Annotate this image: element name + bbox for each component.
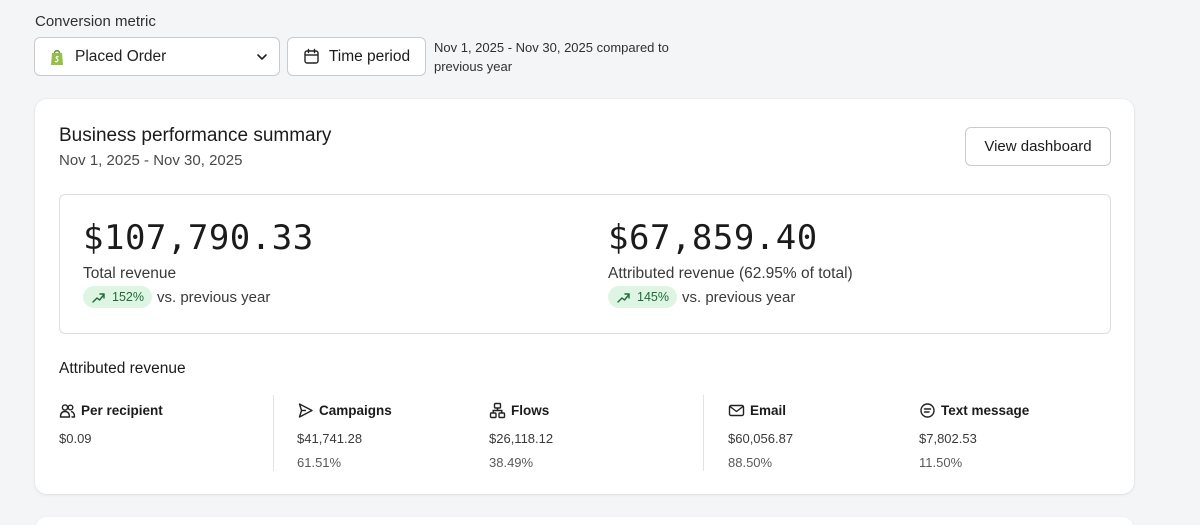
attributed-revenue-section-title: Attributed revenue — [59, 360, 186, 377]
stat-divider — [703, 395, 704, 471]
stat-flows-value: $26,118.12 — [489, 431, 554, 446]
total-revenue-change: 152% — [112, 290, 144, 304]
time-period-button[interactable]: Time period — [287, 37, 426, 76]
stat-text-message-label: Text message — [941, 403, 1030, 418]
stat-flows-percent: 38.49% — [489, 455, 534, 470]
stat-campaigns: Campaigns $41,741.28 61.51% — [297, 402, 392, 470]
stat-campaigns-percent: 61.51% — [297, 455, 342, 470]
stat-per-recipient-value: $0.09 — [59, 431, 92, 446]
total-revenue-label: Total revenue — [83, 265, 177, 282]
trend-up-icon — [617, 292, 630, 303]
attributed-revenue-metric: $67,859.40 Attributed revenue (62.95% of… — [608, 218, 853, 308]
stat-flows-label: Flows — [511, 403, 550, 418]
next-card — [35, 517, 1134, 525]
stat-text-message-percent: 11.50% — [919, 455, 963, 470]
conversion-metric-value: Placed Order — [75, 47, 167, 65]
stat-campaigns-label: Campaigns — [319, 403, 392, 418]
total-revenue-amount: $107,790.33 — [83, 218, 314, 258]
total-revenue-change-suffix: vs. previous year — [156, 288, 271, 306]
attributed-revenue-label: Attributed revenue (62.95% of total) — [608, 265, 853, 282]
stat-text-message-value: $7,802.53 — [919, 431, 977, 446]
total-revenue-metric: $107,790.33 Total revenue 152% vs. previ… — [83, 218, 314, 308]
trend-up-icon — [92, 292, 105, 303]
stat-flows: Flows $26,118.12 38.49% — [489, 402, 553, 470]
mail-icon — [728, 404, 745, 417]
stat-text-message: Text message $7,802.53 11.50% — [919, 402, 1029, 470]
stat-per-recipient-label: Per recipient — [81, 403, 163, 418]
stat-email-label: Email — [750, 403, 787, 418]
stat-email: Email $60,056.87 88.50% — [728, 402, 793, 470]
attributed-revenue-change: 145% — [637, 290, 669, 304]
attributed-revenue-amount: $67,859.40 — [608, 218, 818, 258]
conversion-metric-label: Conversion metric — [35, 13, 156, 30]
attributed-revenue-change-suffix: vs. previous year — [681, 288, 796, 306]
shopify-icon — [51, 49, 63, 65]
conversion-metric-select[interactable]: Placed Order — [34, 37, 280, 76]
chevron-down-icon — [257, 53, 267, 60]
view-dashboard-button[interactable]: View dashboard — [965, 127, 1111, 166]
card-date-range: Nov 1, 2025 - Nov 30, 2025 — [59, 152, 243, 169]
people-icon — [59, 404, 76, 418]
attributed-revenue-change-badge: 145% — [608, 286, 677, 308]
message-icon — [920, 403, 935, 418]
stat-campaigns-value: $41,741.28 — [297, 431, 363, 446]
send-icon — [298, 403, 313, 418]
card-title: Business performance summary — [59, 125, 332, 146]
stat-divider — [273, 395, 274, 471]
flow-icon — [489, 402, 506, 419]
stat-email-value: $60,056.87 — [728, 431, 794, 446]
business-performance-card: Business performance summary Nov 1, 2025… — [35, 99, 1134, 494]
stat-email-percent: 88.50% — [728, 455, 773, 470]
time-period-label: Time period — [328, 47, 411, 65]
stat-per-recipient: Per recipient $0.09 — [59, 402, 163, 446]
revenue-metrics-box: $107,790.33 Total revenue 152% vs. previ… — [59, 194, 1111, 334]
calendar-icon — [304, 48, 319, 64]
comparison-text: Nov 1, 2025 - Nov 30, 2025 compared to p… — [434, 40, 669, 74]
total-revenue-change-badge: 152% — [83, 286, 152, 308]
